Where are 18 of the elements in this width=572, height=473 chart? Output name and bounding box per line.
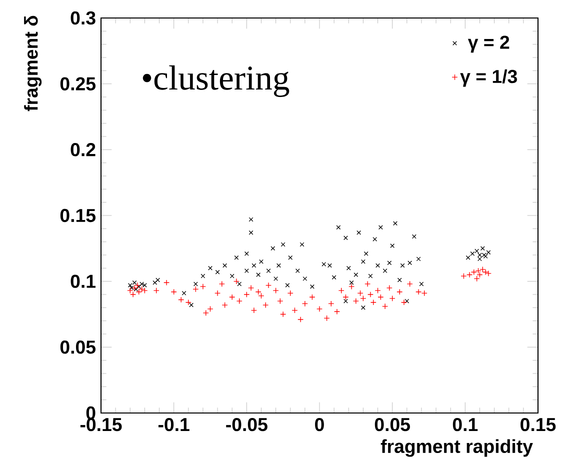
legend-label: γ = 1/3	[460, 69, 517, 87]
x-tick-label: 0.15	[520, 418, 556, 432]
y-tick-label: 0.05	[60, 340, 96, 354]
y-tick-label: 0.2	[70, 143, 96, 156]
annotation: •clustering	[142, 65, 290, 97]
x-axis-title: fragment rapidity	[380, 439, 533, 457]
x-tick-label: -0.15	[80, 418, 122, 432]
y-tick-label: 0.25	[60, 77, 96, 90]
legend-label: γ = 2	[468, 36, 510, 53]
x-tick-label: 0.1	[452, 418, 478, 432]
x-tick-label: 0.05	[374, 418, 410, 432]
y-tick-label: 0.3	[70, 11, 96, 25]
y-axis-title: fragment δ	[24, 16, 42, 112]
y-tick-label: 0.1	[70, 274, 96, 288]
x-tick-label: -0.05	[226, 418, 268, 432]
y-tick-label: 0.15	[60, 208, 96, 222]
x-tick-label: -0.1	[158, 418, 190, 432]
x-tick-label: 0	[315, 418, 324, 432]
